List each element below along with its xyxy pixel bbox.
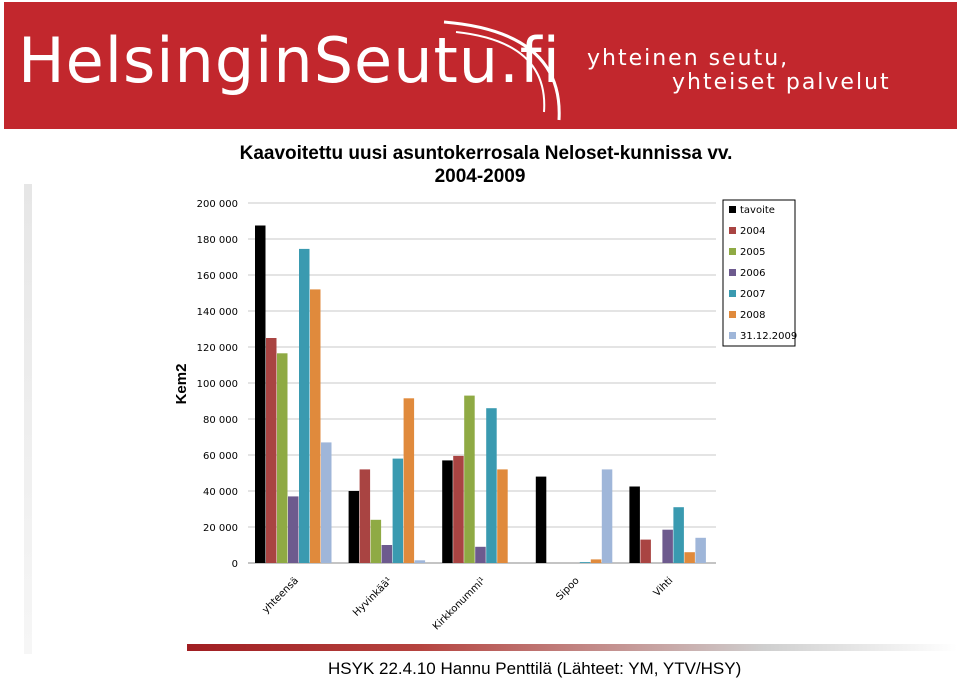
legend-label: 2004: [740, 226, 765, 237]
bar-2008-3: [590, 559, 602, 563]
bar-2007-2: [486, 408, 497, 563]
bar-2008-0: [310, 289, 321, 563]
legend-swatch: [729, 206, 736, 213]
legend: tavoite 2004 2005 2006 2007 2008 31.12.2009: [722, 199, 797, 347]
bar-2007-4: [673, 507, 684, 563]
bar-2006-4: [662, 529, 673, 563]
footer-rule: [187, 644, 957, 651]
y-tick-label: 100 000: [197, 379, 238, 390]
y-tick-label: 80 000: [203, 415, 238, 426]
x-category-label: yhteensä: [260, 575, 300, 615]
legend-label: tavoite: [740, 205, 775, 216]
bar-tavoite-1: [348, 491, 360, 563]
chart-title: Kaavoitettu uusi asuntokerrosala Neloset…: [240, 143, 733, 164]
bar-tavoite-0: [255, 225, 266, 563]
legend-swatch: [729, 332, 736, 339]
y-tick-label: 60 000: [203, 451, 238, 462]
bar-31-12-2009-1: [414, 560, 426, 563]
bar-tavoite-3: [535, 476, 547, 563]
bar-2008-1: [403, 398, 415, 563]
y-tick-label: 160 000: [197, 271, 238, 282]
bar-2007-1: [392, 458, 404, 563]
legend-label: 2008: [740, 310, 765, 321]
y-tick-label: 200 000: [197, 199, 238, 210]
bar-31-12-2009-0: [321, 442, 332, 563]
x-category-label: Sipoo: [554, 575, 581, 602]
x-category-label: Kirkkonummi¹: [431, 575, 488, 632]
y-ticks: 0 20 000 40 000 60 000 80 000 100 000 120 000 1…: [197, 199, 238, 570]
helsinginseutu-logo: HelsinginSeutu.fi: [18, 24, 561, 97]
bar-2006-1: [381, 545, 393, 563]
bar-2004-1: [359, 469, 371, 563]
y-tick-label: 120 000: [197, 343, 238, 354]
y-tick-label: 140 000: [197, 307, 238, 318]
bar-2007-0: [299, 248, 310, 563]
legend-swatch: [729, 290, 736, 297]
bar-2008-2: [497, 469, 508, 563]
y-tick-label: 180 000: [197, 235, 238, 246]
bar-chart: Kaavoitettu uusi asuntokerrosala Neloset…: [173, 143, 797, 632]
logo-arc-icon: [443, 20, 561, 121]
bar-tavoite-2: [442, 460, 453, 563]
bar-2006-0: [288, 496, 299, 563]
legend-swatch: [729, 227, 736, 234]
left-decor-bar: [24, 184, 32, 654]
y-tick-label: 40 000: [203, 487, 238, 498]
bar-2005-2: [464, 395, 475, 563]
x-category-label: Vihti: [652, 575, 676, 599]
y-tick-label: 0: [232, 559, 238, 570]
y-tick-label: 20 000: [203, 523, 238, 534]
chart-subtitle: 2004-2009: [435, 166, 526, 187]
legend-label: 2005: [740, 247, 765, 258]
bar-2006-2: [475, 546, 486, 563]
x-categories: yhteensä Hyvinkää¹ Kirkkonummi¹ Sipoo Vihti: [260, 575, 675, 632]
bar-31-12-2009-4: [695, 537, 706, 563]
bars: [255, 225, 706, 563]
bar-2005-0: [277, 353, 288, 563]
bar-2004-4: [640, 539, 651, 563]
slogan-line-1: yhteinen seutu,: [587, 46, 790, 71]
bar-2004-0: [266, 338, 277, 563]
legend-swatch: [729, 311, 736, 318]
legend-swatch: [729, 269, 736, 276]
legend-label: 2007: [740, 289, 765, 300]
legend-label: 2006: [740, 268, 765, 279]
x-category-label: Hyvinkää¹: [351, 575, 394, 618]
legend-swatch: [729, 248, 736, 255]
bar-2007-3: [579, 562, 591, 563]
legend-label: 31.12.2009: [740, 331, 797, 342]
bar-2008-4: [684, 552, 695, 563]
slogan-line-2: yhteiset palvelut: [672, 70, 891, 95]
bar-tavoite-4: [629, 486, 640, 563]
bar-2004-2: [453, 455, 464, 563]
header-banner: HelsinginSeutu.fi yhteinen seutu, yhteis…: [4, 2, 957, 129]
bar-2005-1: [370, 519, 382, 563]
y-axis-label: Kem2: [173, 364, 190, 405]
footer-text: HSYK 22.4.10 Hannu Penttilä (Lähteet: YM…: [328, 659, 742, 678]
bar-31-12-2009-3: [601, 469, 613, 563]
